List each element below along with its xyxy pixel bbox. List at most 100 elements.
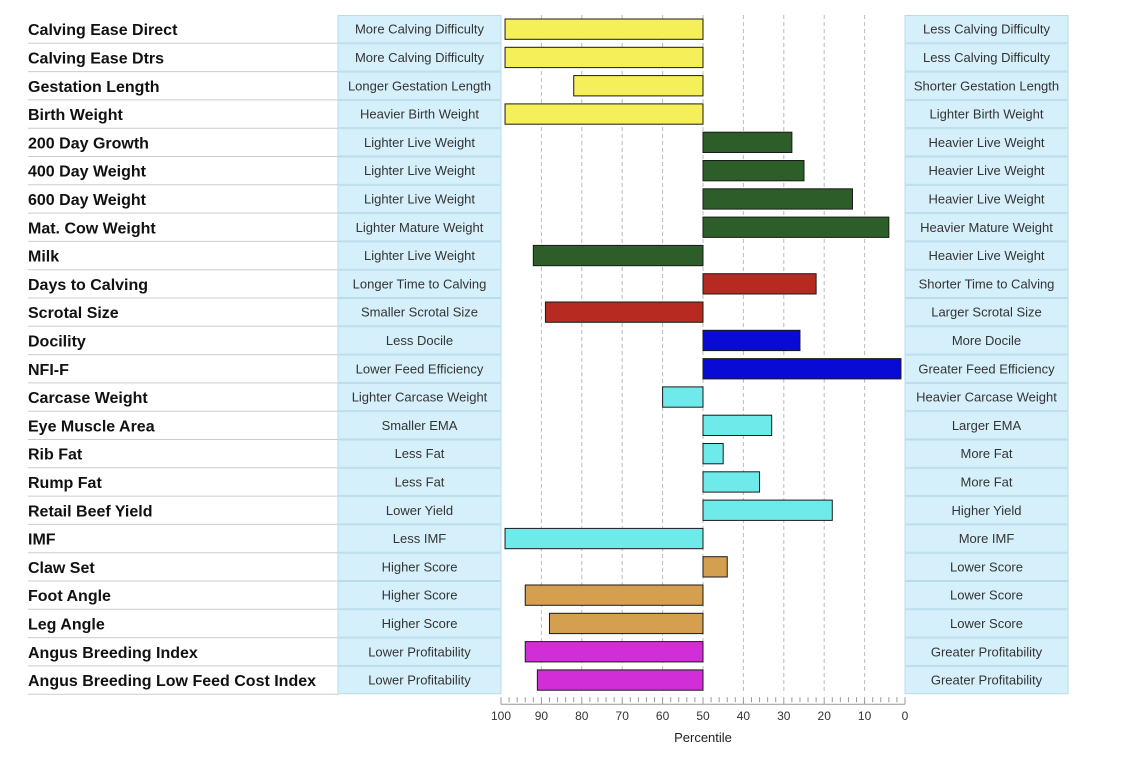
left-descriptor-box	[337, 496, 502, 525]
left-descriptor: Lower Yield	[386, 503, 453, 518]
tick-label: 10	[858, 709, 872, 723]
percentile-bar	[702, 556, 728, 578]
trait-row: 400 Day Weight Lighter Live Weight Heavier…	[28, 156, 1069, 186]
percentile-bar	[524, 584, 704, 606]
right-descriptor: Heavier Carcase Weight	[916, 390, 1057, 405]
tick-label: 100	[491, 709, 511, 723]
right-descriptor: More Fat	[960, 474, 1012, 489]
trait-row: 600 Day Weight Lighter Live Weight Heavier…	[28, 184, 1069, 214]
percentile-bar	[702, 414, 773, 437]
right-descriptor-box	[904, 128, 1069, 157]
x-axis-title: Percentile	[674, 730, 732, 745]
trait-row: IMF Less IMF More IMF	[28, 524, 1069, 554]
left-descriptor-box	[337, 382, 502, 412]
left-descriptor-box	[337, 354, 502, 383]
left-descriptor-box	[337, 326, 502, 355]
right-descriptor-box	[904, 298, 1069, 327]
trait-label: Claw Set	[28, 560, 95, 577]
left-descriptor: Longer Gestation Length	[348, 78, 491, 93]
left-descriptor-box	[337, 99, 502, 129]
percentile-bar	[536, 669, 704, 691]
percentile-bar	[573, 75, 704, 97]
trait-label: Days to Calving	[28, 277, 148, 294]
trait-label: Leg Angle	[28, 616, 105, 633]
right-descriptor-box	[904, 241, 1069, 270]
right-descriptor-box	[904, 15, 1069, 44]
left-descriptor: Heavier Birth Weight	[360, 107, 479, 122]
percentile-bar	[702, 358, 902, 380]
right-descriptor: Greater Profitability	[931, 644, 1043, 659]
trait-row: Eye Muscle Area Smaller EMA Larger EMA	[28, 411, 1069, 440]
left-descriptor-box	[337, 524, 502, 553]
right-descriptor: Heavier Live Weight	[928, 191, 1044, 206]
left-descriptor-box	[337, 71, 502, 100]
trait-row: Leg Angle Higher Score Lower Score	[28, 609, 1069, 639]
trait-rows: Calving Ease Direct More Calving Difficul…	[28, 15, 1069, 695]
trait-row: Calving Ease Dtrs More Calving Difficulty…	[28, 43, 1069, 73]
left-descriptor: Less Docile	[386, 333, 453, 348]
left-descriptor: Less Fat	[395, 474, 445, 489]
percentile-bar	[504, 103, 704, 125]
left-descriptor-box	[337, 411, 502, 440]
right-descriptor: Lower Score	[950, 616, 1023, 631]
right-descriptor-box	[904, 609, 1069, 638]
trait-label: Carcase Weight	[28, 390, 148, 407]
trait-label: Birth Weight	[28, 107, 123, 124]
trait-row: Mat. Cow Weight Lighter Mature Weight Heav…	[28, 213, 1069, 242]
trait-label: Foot Angle	[28, 588, 111, 605]
right-descriptor-box	[904, 665, 1069, 695]
left-descriptor-box	[337, 609, 502, 638]
percentile-bar	[532, 244, 704, 267]
right-descriptor-box	[904, 411, 1069, 440]
right-descriptor: Heavier Live Weight	[928, 135, 1044, 150]
right-descriptor-box	[904, 581, 1069, 610]
percentile-bar	[702, 131, 793, 153]
trait-row: Retail Beef Yield Lower Yield Higher Yield	[28, 496, 1069, 525]
left-descriptor: Lighter Mature Weight	[356, 220, 484, 235]
percentile-bar	[702, 471, 761, 493]
right-descriptor-box	[904, 156, 1069, 185]
left-descriptor-box	[337, 156, 502, 185]
trait-row: NFI-F Lower Feed Efficiency Greater Feed E…	[28, 354, 1069, 384]
tick-label: 70	[616, 709, 630, 723]
percentile-bar	[702, 443, 724, 465]
left-descriptor: More Calving Difficulty	[355, 22, 485, 37]
percentile-bar	[544, 301, 704, 323]
trait-row: 200 Day Growth Lighter Live Weight Heavier…	[28, 128, 1069, 157]
trait-row: Angus Breeding Low Feed Cost Index Lower …	[28, 665, 1069, 695]
left-descriptor-box	[337, 298, 502, 327]
right-descriptor-box	[904, 269, 1069, 299]
left-descriptor: Smaller Scrotal Size	[361, 305, 478, 320]
trait-label: Scrotal Size	[28, 305, 119, 322]
left-descriptor: More Calving Difficulty	[355, 50, 485, 65]
left-descriptor-box	[337, 637, 502, 666]
right-descriptor: Shorter Gestation Length	[914, 78, 1059, 93]
tick-label: 50	[696, 709, 710, 723]
trait-label: Retail Beef Yield	[28, 503, 153, 520]
right-descriptor-box	[904, 71, 1069, 100]
left-descriptor-box	[337, 43, 502, 72]
percentile-bar	[702, 273, 817, 295]
right-descriptor: Heavier Mature Weight	[920, 220, 1053, 235]
right-descriptor-box	[904, 382, 1069, 412]
left-descriptor-box	[337, 665, 502, 695]
percentile-bar	[524, 641, 704, 663]
left-descriptor: Smaller EMA	[382, 418, 458, 433]
right-descriptor: More IMF	[959, 531, 1015, 546]
trait-row: Scrotal Size Smaller Scrotal Size Larger S…	[28, 298, 1069, 327]
left-descriptor: Less IMF	[393, 531, 447, 546]
trait-label: 200 Day Growth	[28, 135, 149, 152]
left-descriptor: Higher Score	[382, 616, 458, 631]
percentile-bar	[504, 18, 704, 40]
left-descriptor-box	[337, 269, 502, 299]
right-descriptor: Larger Scrotal Size	[931, 305, 1042, 320]
trait-label: Eye Muscle Area	[28, 418, 155, 435]
left-descriptor: Lighter Live Weight	[364, 248, 475, 263]
left-descriptor-box	[337, 15, 502, 44]
trait-label: Angus Breeding Low Feed Cost Index	[28, 673, 316, 690]
right-descriptor-box	[904, 99, 1069, 129]
percentile-bar	[702, 216, 890, 238]
trait-label: Calving Ease Direct	[28, 22, 178, 39]
right-descriptor-box	[904, 43, 1069, 72]
percentile-bar	[702, 160, 805, 182]
